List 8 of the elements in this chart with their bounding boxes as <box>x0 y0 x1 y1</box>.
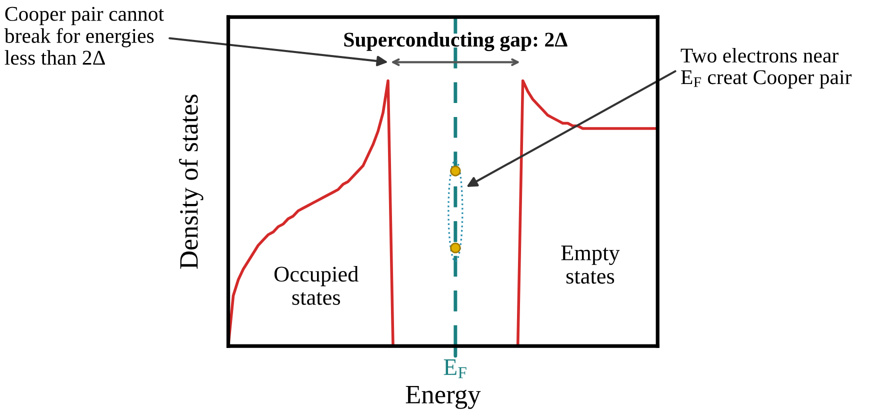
annotation: Occupied states <box>274 266 358 305</box>
annotation: Empty states <box>561 246 620 284</box>
text: Superconducting gap: 2Δ <box>344 32 568 52</box>
x-axis-title: Energy <box>406 386 481 409</box>
y-axis-title: Density of states <box>179 94 204 269</box>
text: E$_{F}$ <box>444 359 466 378</box>
text: Two electrons near E$_{F}$ creat Cooper pair <box>680 48 852 88</box>
text: Cooper pair cannot break for energies less than 2Δ <box>4 6 164 65</box>
